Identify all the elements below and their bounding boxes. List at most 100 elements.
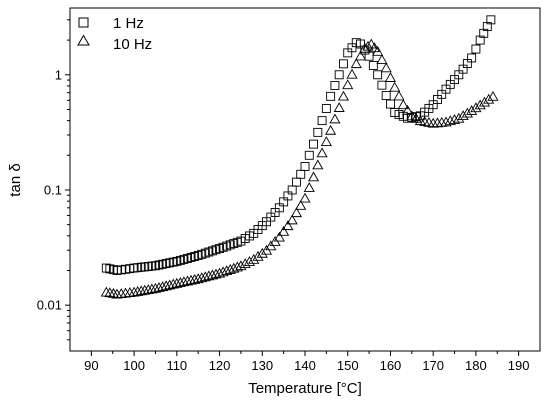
data-point-10hz [278,225,290,236]
x-tick-label: 110 [166,358,187,373]
data-point-10hz [295,199,307,210]
x-tick-label: 100 [123,358,145,373]
data-point-10hz [303,182,315,192]
data-point-10hz [380,62,392,73]
data-point-10hz [224,263,236,274]
data-point-10hz [157,281,169,292]
data-point-10hz [299,192,311,203]
data-point-10hz [286,214,298,225]
data-point-10hz [146,283,158,294]
data-point-10hz [132,286,144,296]
data-point-10hz [107,287,120,298]
data-point-10hz [119,287,132,298]
data-point-10hz [139,284,151,295]
data-point-1hz [296,169,306,179]
x-tick-label: 130 [251,358,273,373]
data-point-10hz [337,90,350,101]
data-point-1hz [321,104,331,113]
data-point-10hz [461,107,473,118]
data-point-10hz [466,105,478,115]
x-tick-label: 190 [508,358,530,373]
data-point-10hz [181,275,194,286]
data-point-10hz [362,40,374,51]
data-point-10hz [167,278,179,289]
x-tick-label: 180 [465,358,487,373]
data-point-10hz [372,45,384,56]
data-point-10hz [478,96,491,107]
data-point-10hz [115,288,127,298]
data-point-1hz [339,59,348,69]
series-1hz [101,15,496,275]
data-point-10hz [346,68,358,79]
data-point-10hz [135,285,147,296]
data-point-1hz [467,53,477,63]
data-point-10hz [149,282,162,293]
y-tick-label: 1 [55,67,62,82]
data-point-1hz [313,127,323,137]
data-point-10hz [342,79,354,90]
data-point-10hz [248,253,260,264]
legend: 1 Hz 10 Hz [77,15,152,53]
data-point-10hz [189,273,201,284]
data-point-10hz [350,58,362,69]
data-point-10hz [457,110,469,121]
data-point-10hz [320,136,332,147]
data-point-10hz [487,90,499,101]
data-point-10hz [312,159,324,170]
data-point-10hz [354,50,367,61]
data-point-1hz [326,91,336,101]
y-axis-title: tan δ [7,163,24,196]
legend-label-10hz: 10 Hz [113,36,152,53]
data-point-10hz [252,250,264,261]
data-point-1hz [381,91,391,101]
data-point-10hz [290,207,303,218]
y-axis-ticks: 0.01 0.1 1 [37,19,70,341]
data-point-10hz [174,277,186,287]
data-point-10hz [217,266,229,277]
data-point-10hz [393,90,405,101]
data-point-1hz [377,80,387,90]
data-point-10hz [153,282,165,292]
data-point-10hz [111,288,123,299]
data-point-10hz [401,104,414,115]
x-axis-title: Temperature [°C] [248,380,362,397]
data-point-10hz [192,273,204,284]
legend-marker-10hz [77,34,90,46]
data-point-10hz [243,256,256,266]
data-point-1hz [304,150,314,160]
data-point-10hz [384,72,397,82]
legend-marker-1hz [78,17,89,28]
data-point-1hz [471,44,481,54]
data-point-10hz [164,279,176,290]
data-point-10hz [124,287,136,297]
data-point-10hz [316,147,328,158]
data-point-10hz [142,284,154,295]
x-tick-label: 90 [84,358,98,373]
data-point-10hz [325,124,337,135]
x-tick-label: 170 [422,358,444,373]
data-point-10hz [199,271,211,282]
x-tick-label: 120 [209,358,231,373]
data-point-10hz [104,287,116,298]
data-point-1hz [317,116,327,126]
data-point-1hz [309,139,318,149]
data-point-10hz [444,115,456,126]
data-point-10hz [221,265,233,276]
data-point-10hz [329,113,341,124]
data-point-10hz [171,277,183,288]
data-point-10hz [273,231,285,242]
legend-label-1hz: 1 Hz [113,15,144,32]
data-point-10hz [160,280,172,291]
data-point-1hz [300,162,310,171]
data-point-1hz [486,15,496,25]
y-tick-label: 0.01 [37,298,62,313]
data-point-1hz [334,70,344,80]
data-point-10hz [235,260,247,271]
y-tick-label: 0.1 [44,182,62,197]
data-point-10hz [448,114,461,124]
x-tick-label: 150 [337,358,359,373]
data-point-10hz [453,112,465,123]
data-point-10hz [213,267,226,278]
data-point-10hz [231,261,243,272]
